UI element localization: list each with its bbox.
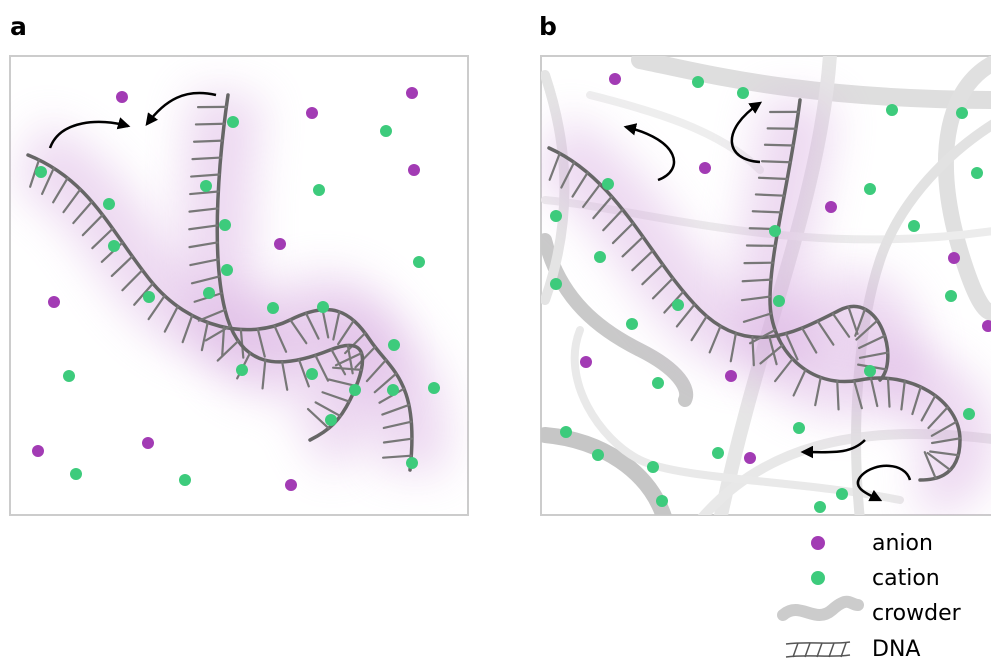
cation	[737, 87, 749, 99]
cation	[793, 422, 805, 434]
anion	[142, 437, 154, 449]
legend-label: anion	[872, 531, 933, 556]
anion	[725, 370, 737, 382]
legend: anion cation crowder DNA	[783, 531, 962, 661]
cation	[550, 278, 562, 290]
cation	[836, 488, 848, 500]
legend-crowder-icon	[783, 602, 858, 615]
cation	[236, 364, 248, 376]
cation	[179, 474, 191, 486]
dna-rung	[765, 145, 793, 146]
cation	[70, 468, 82, 480]
anion	[48, 296, 60, 308]
cation	[602, 178, 614, 190]
anion	[580, 356, 592, 368]
dna-rung	[888, 378, 890, 406]
cation	[200, 180, 212, 192]
anion	[699, 162, 711, 174]
anion	[948, 252, 960, 264]
cation	[413, 256, 425, 268]
dna-rung	[753, 211, 781, 212]
cation	[594, 251, 606, 263]
legend-dna-icon	[786, 642, 850, 657]
cation	[908, 220, 920, 232]
cation	[313, 184, 325, 196]
figure: a b anion cation crowder DNA	[0, 0, 991, 661]
cation	[35, 166, 47, 178]
legend-cation-icon	[811, 571, 825, 585]
cation	[388, 339, 400, 351]
cation	[325, 414, 337, 426]
anion	[306, 107, 318, 119]
anion	[408, 164, 420, 176]
cation	[380, 125, 392, 137]
cation	[672, 299, 684, 311]
anion	[406, 87, 418, 99]
cation	[143, 291, 155, 303]
cation	[108, 240, 120, 252]
anion	[285, 479, 297, 491]
cation	[387, 384, 399, 396]
cation	[317, 301, 329, 313]
cation	[773, 295, 785, 307]
cation	[63, 370, 75, 382]
cation	[647, 461, 659, 473]
anion	[32, 445, 44, 457]
anion	[116, 91, 128, 103]
cation	[406, 457, 418, 469]
panel-label: a	[10, 12, 27, 41]
cation	[692, 76, 704, 88]
panel-label: b	[539, 12, 557, 41]
cation	[945, 290, 957, 302]
cation	[306, 368, 318, 380]
cation	[103, 198, 115, 210]
cation	[712, 447, 724, 459]
cation	[626, 318, 638, 330]
anion	[609, 73, 621, 85]
cation	[652, 377, 664, 389]
dna-rung	[762, 161, 790, 162]
cation	[864, 365, 876, 377]
dna-rung	[196, 124, 224, 125]
cation	[227, 116, 239, 128]
cation	[814, 501, 826, 513]
cation	[864, 183, 876, 195]
dna-rung	[756, 194, 784, 195]
cation	[349, 384, 361, 396]
cation	[219, 219, 231, 231]
cation	[956, 107, 968, 119]
cation	[560, 426, 572, 438]
cation	[971, 167, 983, 179]
anion	[274, 238, 286, 250]
anion	[825, 201, 837, 213]
cation	[886, 104, 898, 116]
cation	[428, 382, 440, 394]
cation	[592, 449, 604, 461]
legend-label: DNA	[872, 637, 920, 661]
dna-rung	[759, 178, 787, 179]
dna-rung	[192, 158, 220, 160]
cation	[963, 408, 975, 420]
cation	[267, 302, 279, 314]
legend-anion-icon	[811, 536, 825, 550]
cation	[656, 495, 668, 507]
dna-rung	[194, 141, 222, 142]
legend-label: cation	[872, 566, 940, 591]
cation	[221, 264, 233, 276]
cation	[769, 225, 781, 237]
cation	[203, 287, 215, 299]
cation	[550, 210, 562, 222]
anion	[744, 452, 756, 464]
dna-rung	[837, 381, 838, 409]
legend-label: crowder	[872, 601, 962, 626]
